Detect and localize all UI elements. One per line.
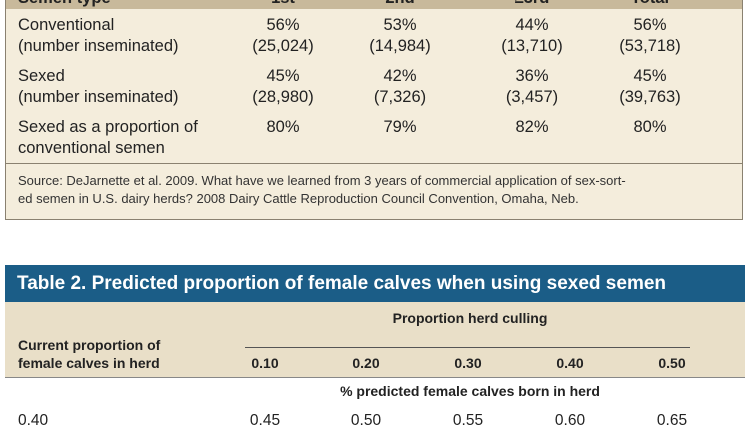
cell: 42% [383,67,417,85]
cell: 45% [633,67,667,85]
column-header: 1st [271,0,295,9]
cell: 0.50 [350,412,382,429]
cell: 0.45 [249,412,281,429]
cell: (3,457) [505,88,559,106]
divider [6,163,742,164]
cell: (25,024) [252,37,314,55]
column-header: 0.20 [352,355,380,371]
row-label: Sexed as a proportion of [18,118,198,136]
cell: 80% [266,118,300,136]
row-header: female calves in herd [18,355,160,371]
row-label: (number inseminated) [18,88,179,106]
cell: 53% [383,16,417,34]
column-header: 0.50 [658,355,686,371]
column-header: ≥3rd [515,0,550,9]
cell: 0.60 [554,412,586,429]
row-header: Current proportion of [18,337,161,353]
cell: 36% [515,67,549,85]
subheader: % predicted female calves born in herd [340,383,600,399]
cell: 79% [383,118,417,136]
cell: 82% [515,118,549,136]
source-note: Source: DeJarnette et al. 2009. What hav… [18,173,626,188]
column-header: Semen type [18,0,111,9]
cell: 80% [633,118,667,136]
table-1-header [6,0,742,9]
cell: (13,710) [501,37,563,55]
cell: (28,980) [252,88,314,106]
cell: 56% [266,16,300,34]
column-header: Total [631,0,669,9]
cell: 44% [515,16,549,34]
spanner-rule [245,347,690,348]
spanner: Proportion herd culling [392,310,548,326]
table-2-header [5,302,745,377]
cell: (39,763) [619,88,681,106]
row-label: Conventional [18,16,115,34]
source-note: ed semen in U.S. dairy herds? 2008 Dairy… [18,191,579,206]
table-2-title: Table 2. Predicted proportion of female … [5,265,745,302]
table-1 [5,0,743,220]
row-label: (number inseminated) [18,37,179,55]
column-header: 0.30 [454,355,482,371]
cell: (53,718) [619,37,681,55]
header-rule [5,377,745,378]
row-label: Sexed [18,67,65,85]
column-header: 0.10 [251,355,279,371]
row-label: conventional semen [18,139,165,157]
cell: 0.65 [656,412,688,429]
cell: 56% [633,16,667,34]
cell: (14,984) [369,37,431,55]
cell: 45% [266,67,300,85]
column-header: 0.40 [556,355,584,371]
row-label: 0.40 [18,412,49,429]
cell: (7,326) [373,88,427,106]
cell: 0.55 [452,412,484,429]
column-header: 2nd [385,0,414,9]
